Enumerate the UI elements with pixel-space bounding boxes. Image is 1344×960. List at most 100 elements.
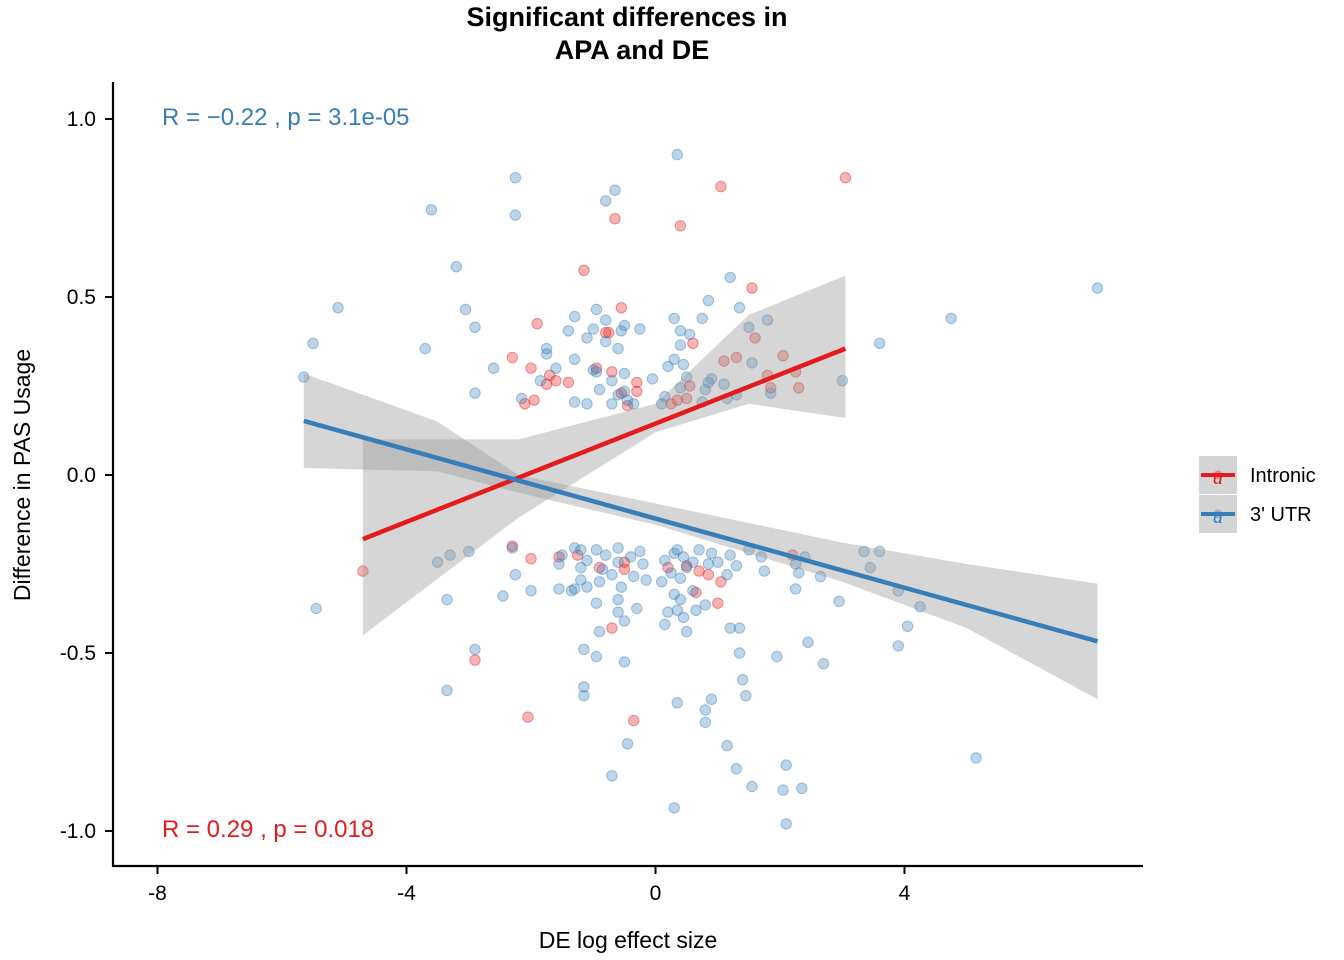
point-3-utr (593, 625, 606, 638)
point-3-utr (618, 656, 631, 668)
point-3-utr (441, 684, 453, 697)
y-tick-label: 1.0 (67, 108, 96, 131)
point-3-utr (593, 576, 606, 588)
point-3-utr (702, 294, 715, 307)
y-tick-label: 0.0 (67, 464, 96, 487)
point-3-utr (640, 574, 652, 586)
point-3-utr (833, 595, 845, 608)
x-tick-label: -4 (397, 882, 416, 905)
point-intronic (540, 378, 553, 390)
point-3-utr (671, 148, 683, 161)
point-3-utr (746, 780, 758, 793)
point-3-utr (612, 342, 624, 355)
point-3-utr (469, 387, 481, 399)
point-3-utr (628, 570, 640, 583)
point-3-utr (450, 261, 462, 273)
point-3-utr (699, 383, 711, 396)
point-3-utr (970, 752, 982, 764)
point-3-utr (733, 302, 746, 314)
point-intronic (506, 351, 518, 364)
point-3-utr (677, 611, 690, 624)
point-intronic (469, 654, 481, 666)
point-3-utr (789, 583, 802, 595)
point-3-utr (624, 551, 637, 563)
point-intronic (562, 376, 575, 389)
point-intronic (615, 302, 627, 314)
confidence-band-intronic (362, 275, 846, 636)
point-3-utr (743, 321, 755, 333)
point-3-utr (659, 554, 671, 567)
legend-key-3utr-point (1213, 509, 1223, 519)
point-3-utr (665, 567, 677, 579)
point-3-utr (575, 574, 587, 586)
point-3-utr (612, 389, 624, 401)
point-3-utr (836, 375, 848, 387)
point-3-utr (615, 581, 627, 593)
point-3-utr (740, 690, 752, 702)
point-intronic (662, 561, 674, 574)
point-3-utr (656, 576, 668, 588)
point-3-utr (631, 602, 643, 615)
plot-area (298, 148, 1104, 830)
point-3-utr (581, 398, 593, 410)
point-3-utr (556, 549, 568, 561)
point-intronic (628, 714, 640, 727)
point-3-utr (332, 302, 344, 314)
point-intronic (715, 180, 727, 193)
point-intronic (572, 549, 584, 561)
point-3-utr (581, 554, 593, 567)
point-3-utr (668, 312, 680, 325)
point-3-utr (901, 620, 914, 632)
point-3-utr (581, 332, 593, 344)
chart-title-line-2: APA and DE (555, 35, 710, 65)
y-tick-label: 0.5 (67, 286, 96, 309)
point-intronic (522, 711, 534, 723)
point-3-utr (587, 323, 599, 335)
point-3-utr (612, 556, 624, 568)
point-3-utr (596, 563, 609, 575)
point-3-utr (612, 606, 624, 618)
point-3-utr (1091, 282, 1104, 294)
point-intronic (531, 318, 543, 330)
point-intronic (528, 394, 540, 406)
point-3-utr (793, 567, 805, 579)
point-3-utr (575, 561, 587, 574)
point-3-utr (699, 716, 711, 729)
point-intronic (680, 560, 693, 572)
point-3-utr (718, 378, 730, 390)
point-intronic (525, 553, 537, 565)
point-3-utr (307, 337, 319, 349)
point-3-utr (730, 763, 743, 775)
point-3-utr (568, 310, 581, 323)
point-3-utr (618, 319, 631, 332)
point-3-utr (758, 565, 771, 577)
point-3-utr (662, 360, 674, 373)
point-3-utr (736, 674, 749, 686)
point-intronic (506, 540, 518, 552)
point-intronic (631, 376, 643, 389)
point-3-utr (668, 588, 680, 600)
legend-key-intronic-point (1213, 470, 1223, 480)
point-3-utr (506, 542, 518, 554)
point-3-utr (945, 312, 957, 325)
point-3-utr (578, 643, 590, 656)
point-3-utr (684, 328, 696, 341)
point-3-utr (873, 545, 886, 558)
point-3-utr (593, 383, 606, 396)
point-3-utr (540, 342, 553, 355)
point-3-utr (600, 314, 612, 326)
point-3-utr (575, 544, 587, 556)
point-intronic (687, 337, 699, 349)
point-intronic (590, 362, 603, 374)
point-intronic (519, 398, 531, 410)
point-intronic (544, 369, 556, 381)
point-3-utr (618, 615, 631, 627)
x-tick-label: 0 (650, 882, 662, 905)
point-3-utr (509, 172, 522, 184)
point-intronic (525, 362, 537, 374)
point-intronic (712, 597, 724, 609)
point-3-utr (425, 204, 438, 216)
point-intronic (674, 220, 687, 232)
point-3-utr (600, 195, 612, 207)
point-3-utr (590, 366, 603, 378)
